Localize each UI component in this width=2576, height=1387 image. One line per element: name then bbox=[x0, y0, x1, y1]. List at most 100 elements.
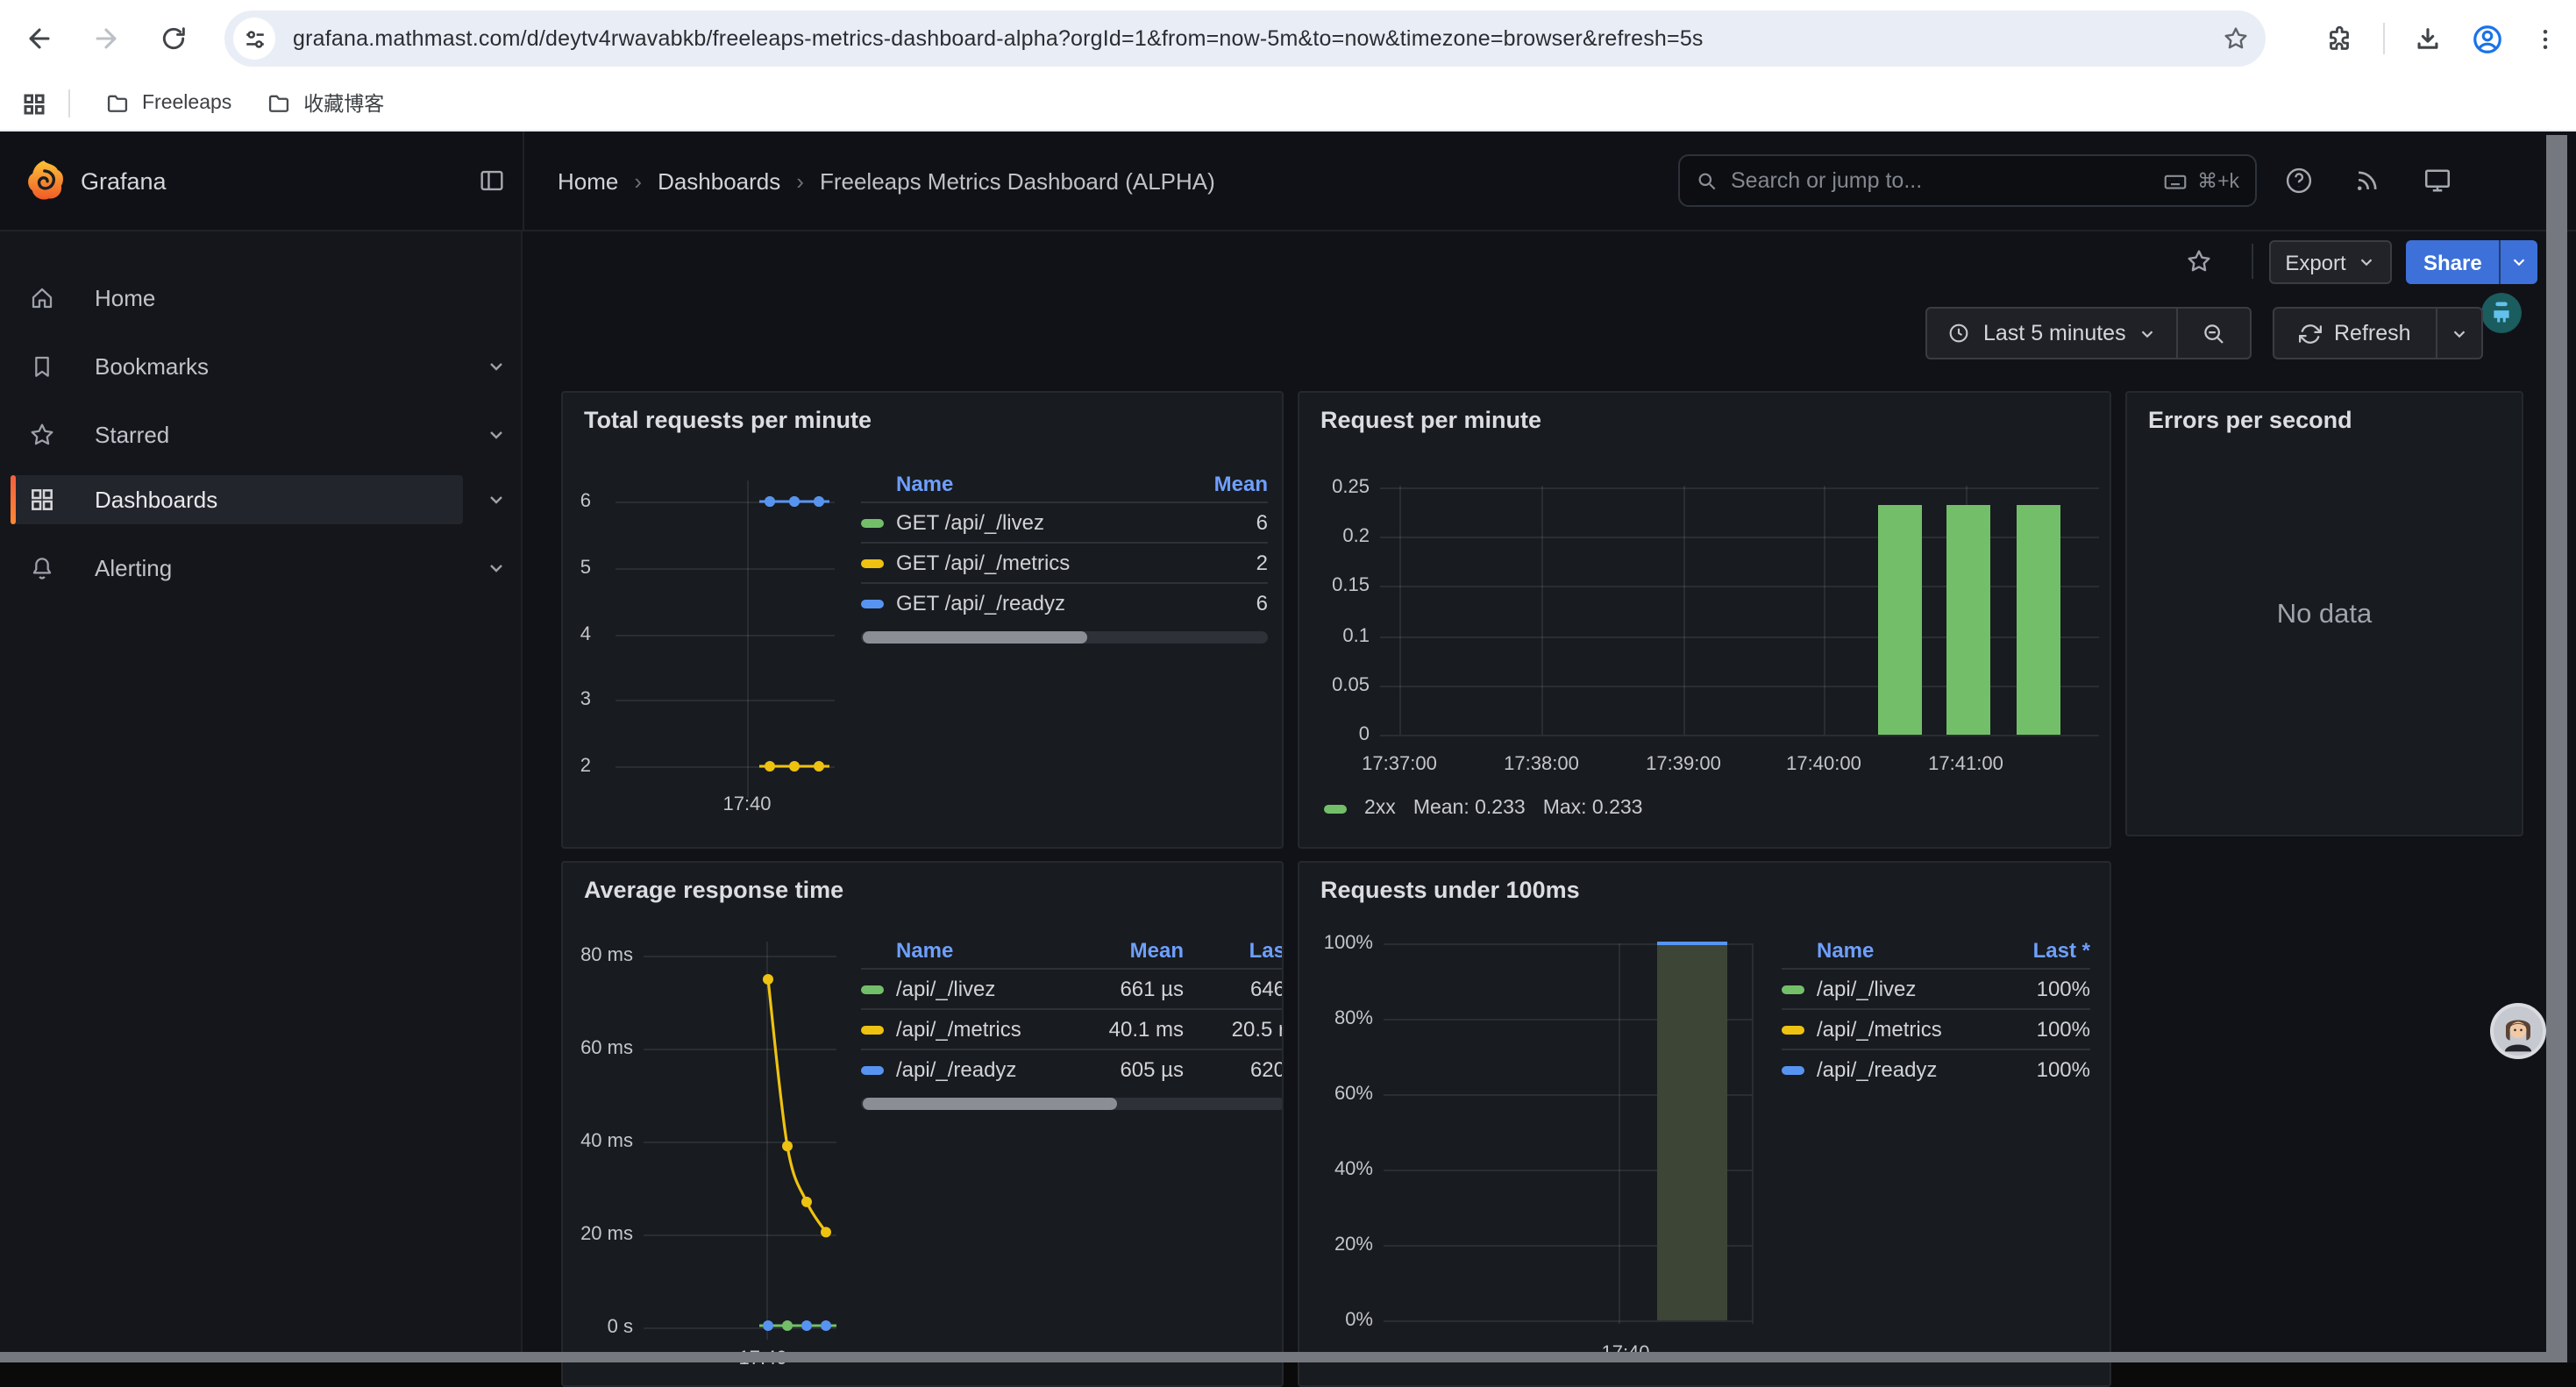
chart-legend: 2xx Mean: 0.233 Max: 0.233 bbox=[1324, 798, 1643, 819]
sidebar-item-alerting[interactable]: Alerting bbox=[0, 544, 523, 593]
forward-icon[interactable] bbox=[91, 24, 121, 53]
series-name[interactable]: /api/_/metrics bbox=[1817, 1017, 1999, 1042]
y-axis-tick: 100% bbox=[1299, 933, 1373, 954]
series-name[interactable]: GET /api/_/metrics bbox=[896, 551, 1184, 575]
chevron-down-icon[interactable] bbox=[486, 558, 507, 579]
download-icon[interactable] bbox=[2413, 24, 2443, 53]
news-rss-icon[interactable] bbox=[2352, 166, 2382, 196]
share-button[interactable]: Share bbox=[2406, 240, 2500, 284]
table-row[interactable]: /api/_/livez661 µs646 bbox=[861, 968, 1284, 1008]
assistant-avatar[interactable] bbox=[2490, 1003, 2546, 1059]
series-name[interactable]: /api/_/metrics bbox=[896, 1017, 1092, 1042]
bookmark-folder[interactable]: 收藏博客 bbox=[267, 89, 384, 117]
table-row[interactable]: /api/_/metrics40.1 ms20.5 r bbox=[861, 1008, 1284, 1049]
url-bar[interactable]: grafana.mathmast.com/d/deytv4rwavabkb/fr… bbox=[224, 11, 2266, 67]
page-scrollbar-horizontal[interactable] bbox=[0, 1352, 2546, 1362]
y-axis-tick: 0 bbox=[1299, 724, 1370, 745]
help-icon[interactable] bbox=[2283, 165, 2315, 196]
breadcrumb-item[interactable]: Home bbox=[558, 167, 618, 194]
chevron-down-icon bbox=[2357, 253, 2376, 272]
export-button[interactable]: Export bbox=[2269, 240, 2392, 284]
column-header[interactable]: Last * bbox=[1999, 938, 2090, 963]
browser-menu-icon[interactable] bbox=[2532, 25, 2558, 52]
column-header[interactable]: Name bbox=[896, 472, 1184, 496]
back-icon[interactable] bbox=[25, 24, 54, 53]
profile-icon[interactable] bbox=[2471, 22, 2504, 55]
series-value: 646 bbox=[1184, 977, 1284, 1001]
table-row[interactable]: /api/_/livez100% bbox=[1782, 968, 2090, 1008]
search-input[interactable] bbox=[1731, 168, 2162, 193]
series-name[interactable]: GET /api/_/readyz bbox=[896, 591, 1184, 615]
sidebar-item-dashboards[interactable]: Dashboards bbox=[0, 475, 523, 524]
table-scrollbar[interactable] bbox=[861, 631, 1268, 644]
column-header[interactable]: Name bbox=[1817, 938, 1999, 963]
grafana-brand[interactable]: Grafana bbox=[81, 132, 167, 230]
legend-table: NameMeanGET /api/_/livez6GET /api/_/metr… bbox=[861, 466, 1268, 644]
table-row[interactable]: /api/_/readyz100% bbox=[1782, 1049, 2090, 1089]
table-row[interactable]: GET /api/_/readyz6 bbox=[861, 582, 1268, 622]
panel-title[interactable]: Errors per second bbox=[2148, 407, 2352, 433]
column-header[interactable]: Mean bbox=[1092, 938, 1184, 963]
bookmark-folder[interactable]: Freeleaps bbox=[105, 91, 231, 116]
apps-icon bbox=[28, 486, 56, 514]
bar-2xx[interactable] bbox=[1946, 504, 1990, 735]
refresh-button[interactable]: Refresh bbox=[2274, 309, 2436, 358]
apps-grid-icon[interactable] bbox=[21, 90, 47, 117]
y-axis-tick: 80% bbox=[1299, 1008, 1373, 1029]
favorite-dashboard-icon[interactable] bbox=[2185, 247, 2213, 275]
page-scrollbar-vertical[interactable] bbox=[2546, 135, 2567, 1362]
extensions-icon[interactable] bbox=[2325, 24, 2355, 53]
x-axis-tick: 17:40:00 bbox=[1786, 754, 1861, 775]
bookmarks-bar: Freeleaps 收藏博客 bbox=[0, 77, 2576, 132]
browser-toolbar: grafana.mathmast.com/d/deytv4rwavabkb/fr… bbox=[0, 0, 2576, 77]
x-axis-tick: 17:37:00 bbox=[1362, 754, 1437, 775]
share-menu-button[interactable] bbox=[2500, 240, 2538, 284]
bar-2xx[interactable] bbox=[2017, 504, 2060, 735]
bookmark-items: Freeleaps 收藏博客 bbox=[70, 89, 384, 117]
breadcrumb-item[interactable]: Dashboards bbox=[658, 167, 780, 194]
table-header: NameMeanLas bbox=[861, 933, 1284, 968]
reload-icon[interactable] bbox=[160, 25, 188, 53]
time-controls: Last 5 minutes bbox=[1925, 307, 2252, 359]
chevron-down-icon[interactable] bbox=[486, 489, 507, 510]
series-name[interactable]: /api/_/readyz bbox=[1817, 1057, 1999, 1082]
series-name[interactable]: /api/_/livez bbox=[1817, 977, 1999, 1001]
monitor-icon[interactable] bbox=[2422, 165, 2453, 196]
collapse-sidebar-icon[interactable] bbox=[477, 166, 507, 196]
grafana-logo-icon[interactable] bbox=[21, 158, 67, 203]
bookmark-star-icon[interactable] bbox=[2222, 25, 2250, 53]
series-name[interactable]: /api/_/readyz bbox=[896, 1057, 1092, 1082]
table-row[interactable]: GET /api/_/livez6 bbox=[861, 501, 1268, 542]
series-value: 100% bbox=[1999, 1057, 2090, 1082]
url-text[interactable]: grafana.mathmast.com/d/deytv4rwavabkb/fr… bbox=[293, 26, 1704, 51]
refresh-interval-button[interactable] bbox=[2436, 309, 2481, 358]
browser-actions bbox=[2325, 0, 2558, 77]
table-scrollbar[interactable] bbox=[861, 1098, 1284, 1110]
breadcrumb-item[interactable]: Freeleaps Metrics Dashboard (ALPHA) bbox=[820, 167, 1215, 194]
site-settings-icon[interactable] bbox=[233, 18, 275, 60]
search-box[interactable]: ⌘+k bbox=[1678, 154, 2257, 207]
column-header[interactable]: Name bbox=[896, 938, 1092, 963]
legend-series-name[interactable]: 2xx bbox=[1364, 798, 1396, 819]
area-fill[interactable] bbox=[1657, 943, 1727, 1320]
time-range-picker[interactable]: Last 5 minutes bbox=[1927, 309, 2177, 358]
column-header[interactable]: Las bbox=[1184, 938, 1284, 963]
series-name[interactable]: /api/_/livez bbox=[896, 977, 1092, 1001]
sidebar-item-bookmarks[interactable]: Bookmarks bbox=[0, 342, 523, 391]
zoom-out-button[interactable] bbox=[2177, 309, 2251, 358]
breadcrumb: Home›Dashboards›Freeleaps Metrics Dashbo… bbox=[558, 132, 1215, 230]
sidebar-item-home[interactable]: Home bbox=[0, 274, 523, 323]
table-row[interactable]: GET /api/_/metrics2 bbox=[861, 542, 1268, 582]
chevron-down-icon[interactable] bbox=[486, 356, 507, 377]
table-header: NameLast * bbox=[1782, 933, 2090, 968]
table-row[interactable]: /api/_/readyz605 µs620 bbox=[861, 1049, 1284, 1089]
table-row[interactable]: /api/_/metrics100% bbox=[1782, 1008, 2090, 1049]
panel-request-per-minute: Request per minute 0.250.20.150.10.05017… bbox=[1298, 391, 2111, 849]
bar-2xx[interactable] bbox=[1878, 504, 1922, 735]
sidebar-item-starred[interactable]: Starred bbox=[0, 410, 523, 459]
user-avatar[interactable] bbox=[2481, 293, 2522, 333]
y-axis-tick: 80 ms bbox=[563, 945, 633, 966]
series-name[interactable]: GET /api/_/livez bbox=[896, 510, 1184, 535]
chevron-down-icon[interactable] bbox=[486, 424, 507, 445]
column-header[interactable]: Mean bbox=[1184, 472, 1268, 496]
